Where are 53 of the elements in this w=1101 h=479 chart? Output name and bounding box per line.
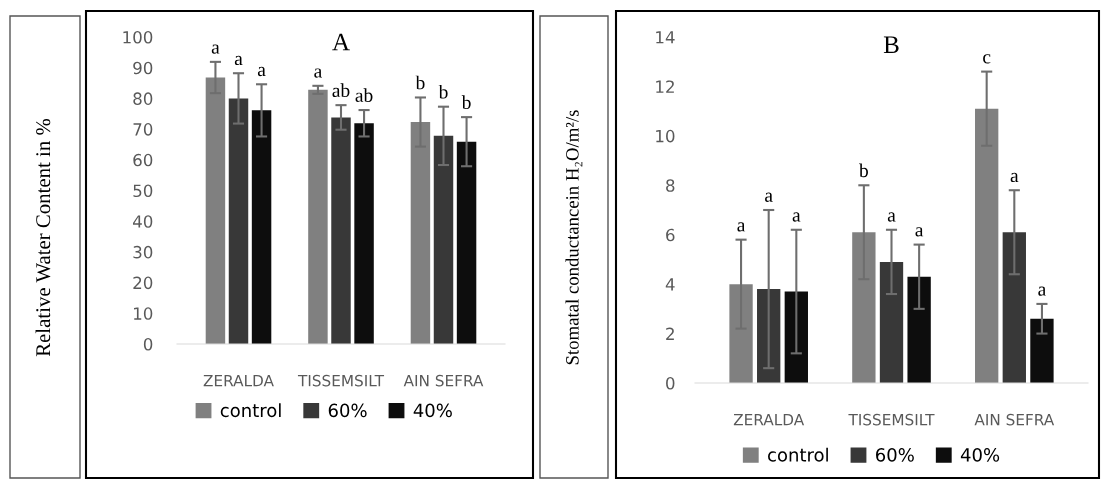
annotation: b [415, 75, 425, 90]
y-tick-label: 10 [656, 129, 675, 143]
annotation: b [461, 95, 471, 110]
y-tick-label: 100 [123, 30, 153, 44]
legend-label: 60% [328, 403, 367, 418]
annotation: b [859, 163, 868, 178]
annotation: ab [355, 88, 373, 102]
x-tick-label: AIN SEFRA [403, 374, 484, 387]
annotation: a [314, 68, 322, 78]
y-tick-label: 4 [665, 278, 675, 291]
y-tick-label: 30 [133, 245, 153, 259]
y-tick-label: 10 [134, 307, 153, 320]
y-tick-label: 70 [133, 123, 153, 136]
y-tick-label: 90 [133, 61, 153, 75]
x-tick-label: AIN SEFRA [974, 413, 1055, 426]
y-axis-title: Relative Water Content in % [35, 118, 51, 357]
annotation: a [234, 55, 243, 66]
y-tick-label: 20 [133, 276, 153, 290]
y-tick-label: 50 [133, 184, 153, 198]
y-tick-label: 12 [656, 80, 674, 93]
x-tick-label: TISSEMSILT [297, 374, 385, 387]
chart-title: B [883, 36, 899, 53]
y-axis-title: Stomatal conductancein H₂O/m²/s [565, 110, 583, 365]
x-tick-label: ZERALDA [203, 375, 274, 387]
annotation: a [257, 66, 266, 77]
annotation: a [737, 222, 746, 232]
annotation: ab [332, 83, 350, 98]
legend-label: control [768, 447, 828, 462]
legend-label: 40% [413, 403, 452, 418]
legend-label: control [220, 403, 281, 418]
annotation: a [887, 212, 896, 222]
y-tick-label: 80 [133, 92, 153, 105]
annotation: a [915, 227, 924, 237]
annotation: a [765, 192, 773, 202]
annotation: a [792, 212, 801, 222]
annotation: b [438, 84, 448, 99]
y-tick-label: 0 [666, 376, 675, 390]
y-tick-label: 0 [143, 337, 153, 351]
chart-title: A [332, 33, 350, 51]
annotation: a [1010, 172, 1019, 183]
annotation: a [211, 44, 220, 54]
y-tick-label: 8 [666, 179, 675, 192]
x-tick-label: ZERALDA [733, 414, 805, 426]
legend-label: 60% [876, 448, 914, 462]
x-tick-label: TISSEMSILT [848, 413, 935, 426]
y-tick-label: 60 [133, 153, 153, 167]
y-tick-label: 6 [666, 228, 675, 242]
annotation: c [983, 54, 991, 64]
legend-label: 40% [960, 448, 1000, 462]
y-tick-label: 14 [656, 31, 675, 44]
y-tick-label: 2 [666, 327, 674, 340]
annotation: a [1038, 286, 1046, 296]
y-tick-label: 40 [133, 215, 153, 228]
